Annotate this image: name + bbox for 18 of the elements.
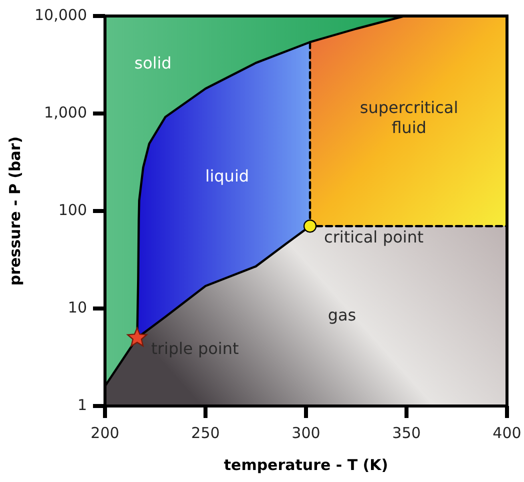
- y-tick-label: 100: [58, 201, 87, 220]
- x-tick-label: 300: [292, 424, 320, 442]
- x-axis-title: temperature - T (K): [224, 456, 388, 474]
- x-tick-label: 250: [191, 424, 220, 442]
- y-tick-label: 1: [77, 396, 87, 414]
- annotation: supercritical fluid: [360, 98, 458, 138]
- y-tick-label: 10: [68, 298, 87, 317]
- x-tick-label: 350: [392, 424, 421, 442]
- x-tick-label: 400: [492, 424, 522, 442]
- x-tick-label: 200: [90, 424, 120, 442]
- y-tick-label: 10,000: [34, 6, 87, 24]
- annotation: gas: [328, 305, 356, 324]
- annotation: solid: [134, 53, 172, 72]
- series-label: triple point: [151, 339, 239, 358]
- annotation: liquid: [205, 166, 250, 186]
- series-label: critical point: [324, 227, 424, 246]
- y-axis-title: pressure - P (bar): [6, 136, 24, 286]
- y-tick-label: 1,000: [44, 104, 87, 122]
